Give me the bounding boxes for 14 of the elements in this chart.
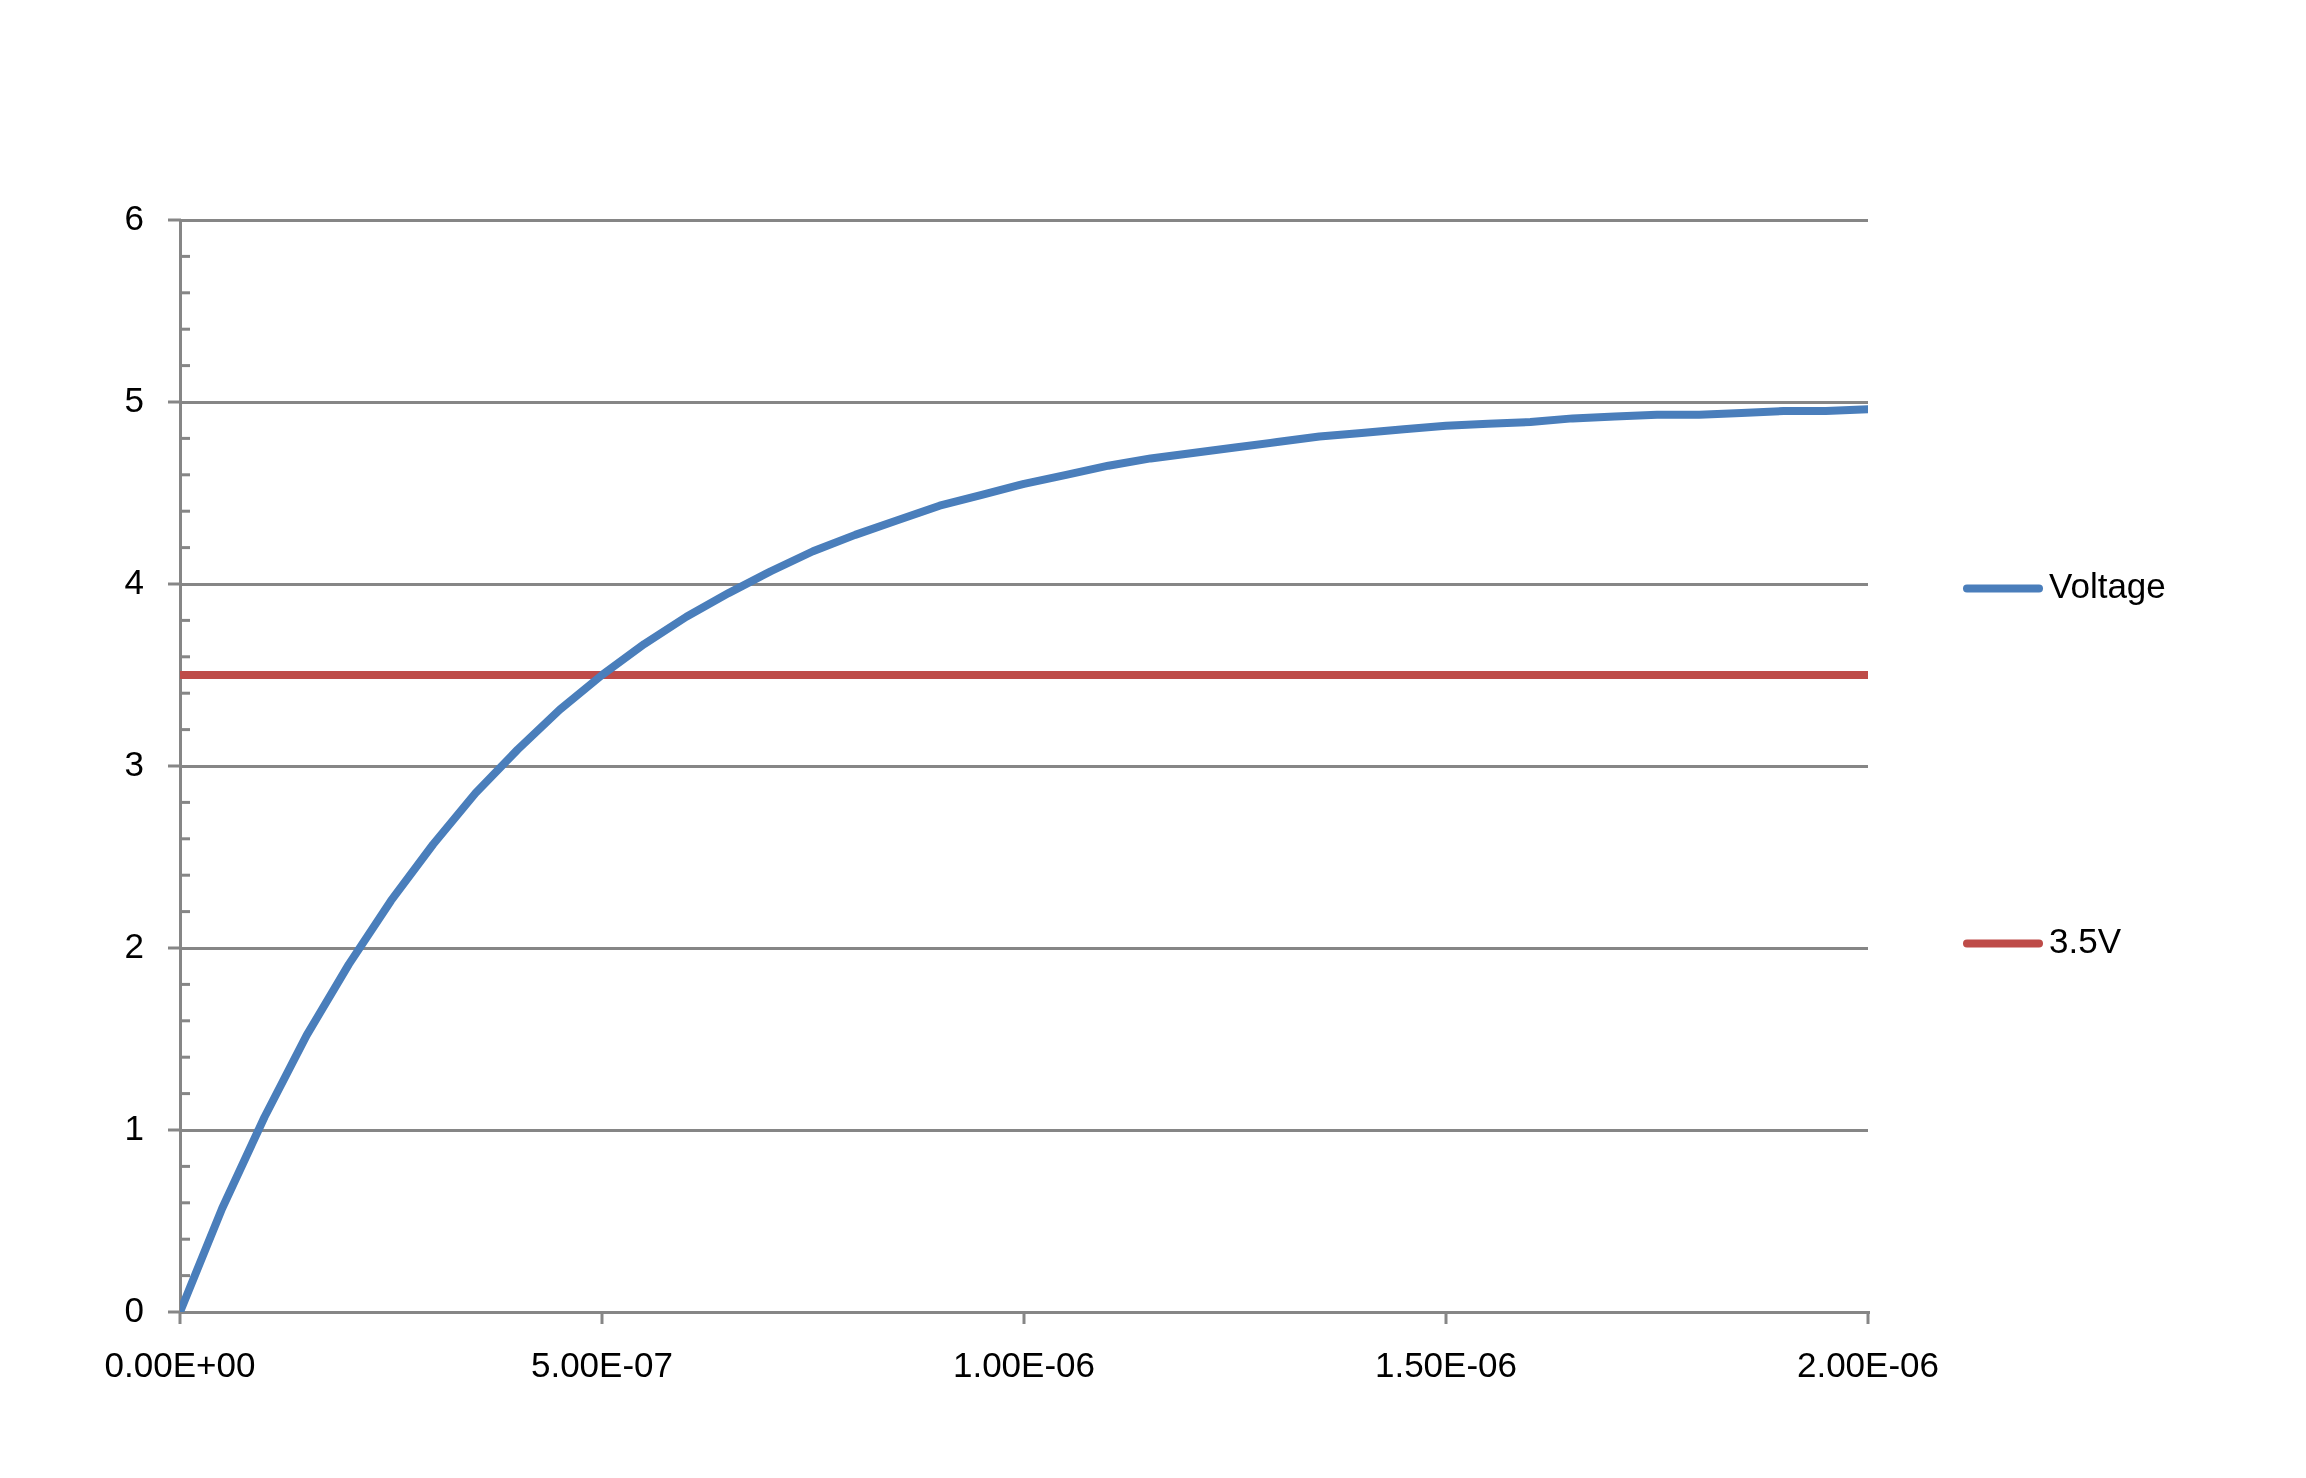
x-tick-label: 0.00E+00 [104,1344,256,1384]
legend-label: Voltage [2049,566,2166,606]
y-tick-label: 6 [124,197,144,237]
x-tick-label: 2.00E-06 [1796,1344,1940,1384]
y-tick-label: 0 [124,1289,144,1329]
y-tick-label: 3 [124,743,144,783]
y-tick-label: 4 [124,561,144,601]
x-tick-label: 5.00E-07 [530,1344,674,1384]
y-tick-label: 5 [124,379,144,419]
y-tick-label: 2 [124,925,144,965]
x-tick-label: 1.50E-06 [1374,1344,1518,1384]
x-tick-label: 1.00E-06 [952,1344,1096,1384]
y-tick-label: 1 [124,1107,144,1147]
legend-label: 3.5V [2049,921,2122,961]
